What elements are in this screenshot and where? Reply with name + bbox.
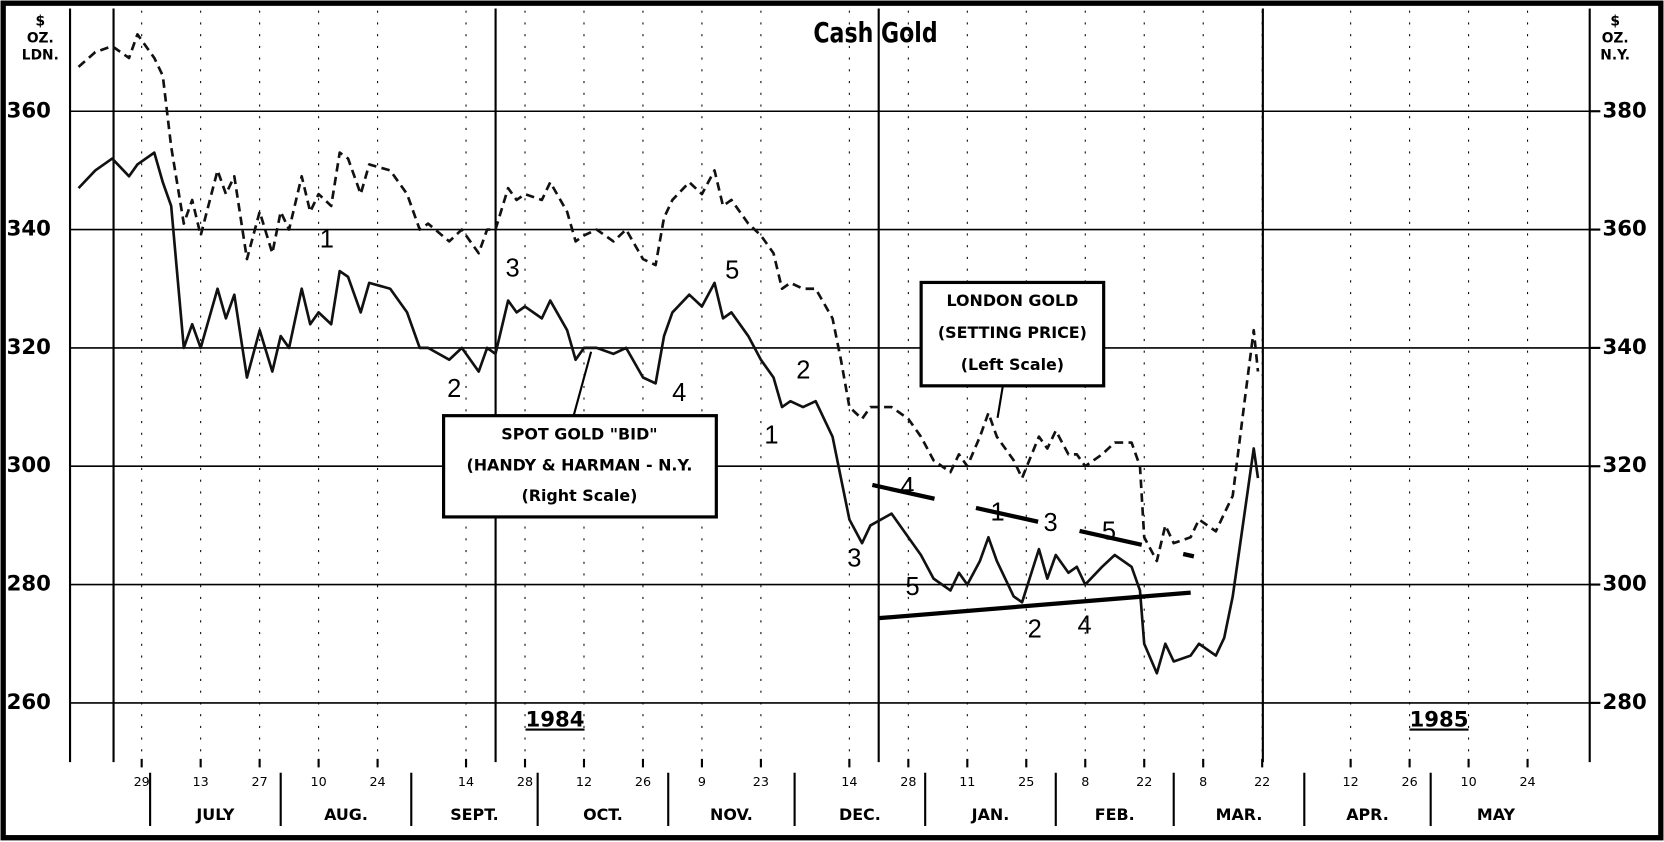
annotation: LONDON GOLD [946,291,1078,310]
pointer [996,385,1004,418]
annotation: (HANDY & HARMAN - N.Y. [466,455,692,474]
y2-axis-label: OZ. [1602,30,1629,46]
x-tick-label: 23 [753,775,769,790]
x-tick-label: 24 [369,775,385,790]
month-label: AUG. [324,805,368,824]
x-tick-label: 25 [1018,775,1034,790]
plot [77,32,1260,675]
year-label: 1984 [525,707,584,732]
wave-label: 2 [447,375,461,403]
wave-label: 1 [320,226,334,254]
x-tick-label: 22 [1254,775,1270,790]
month-label: MAR. [1216,805,1263,824]
wave-label: 3 [847,544,861,572]
pointer [572,351,593,419]
wave-label: 5 [906,573,920,601]
x-tick-label: 14 [458,775,474,790]
chart-title: Cash Gold [813,16,937,48]
x-tick-label: 10 [1460,775,1476,790]
annotation: SPOT GOLD "BID" [501,424,657,443]
x-tick-label: 12 [1343,775,1359,790]
data-line [77,32,1260,563]
annotation: (SETTING PRICE) [938,323,1087,342]
month-label: JULY [195,805,234,824]
wave-label: 1 [764,422,778,450]
month-label: MAY [1477,805,1516,824]
month-label: FEB. [1095,805,1135,824]
x-tick-label: 9 [698,775,706,790]
y2-tick-label: 280 [1602,690,1646,715]
x-tick-label: 12 [576,775,592,790]
x-tick-label: 10 [311,775,327,790]
y2-tick-label: 300 [1602,572,1646,597]
month-label: NOV. [710,805,753,824]
x-tick-label: 22 [1136,775,1152,790]
wave-label: 5 [1102,518,1116,546]
y-tick-label: 280 [7,572,51,597]
x-tick-label: 29 [134,775,150,790]
x-tick-label: 13 [193,775,209,790]
y2-axis-label: N.Y. [1600,47,1630,63]
wave-label: 4 [1077,611,1091,639]
y-tick-label: 320 [7,335,51,360]
year-label: 1985 [1409,707,1468,732]
wave-label: 5 [725,256,739,284]
trend-line [878,590,1191,621]
y-axis-label: $ [36,13,46,29]
data-line [77,151,1260,675]
month-label: DEC. [839,805,881,824]
annotation-box [442,414,718,519]
x-tick-label: 11 [959,775,975,790]
wave-label: 4 [672,379,686,407]
annotation: (Right Scale) [521,486,637,505]
wave-label: 4 [900,473,914,501]
y2-tick-label: 320 [1602,453,1646,478]
x-tick-label: 27 [252,775,268,790]
month-label: OCT. [583,805,623,824]
trend-line [871,482,1195,559]
x-tick-label: 28 [900,775,916,790]
y-tick-label: 260 [7,690,51,715]
wave-label: 3 [505,254,519,282]
x-tick-label: 8 [1199,775,1207,790]
y-tick-label: 360 [7,98,51,123]
annotation: (Left Scale) [961,355,1064,374]
month-label: APR. [1346,805,1389,824]
y-tick-label: 340 [7,217,51,242]
y2-tick-label: 360 [1602,217,1646,242]
month-label: SEPT. [450,805,498,824]
x-tick-label: 26 [1402,775,1418,790]
month-label: JAN. [971,805,1010,824]
y2-tick-label: 340 [1602,335,1646,360]
wave-label: 2 [1028,616,1042,644]
wave-label: 2 [796,357,810,385]
y2-tick-label: 380 [1602,98,1646,123]
y-axis-label: LDN. [22,47,59,63]
x-tick-label: 24 [1519,775,1535,790]
wave-label: 3 [1044,509,1058,537]
x-tick-label: 8 [1081,775,1089,790]
y-tick-label: 300 [7,453,51,478]
x-tick-label: 14 [841,775,857,790]
y2-axis-label: $ [1610,13,1620,29]
wave-label: 1 [990,498,1004,526]
y-axis-label: OZ. [27,30,54,46]
annotation-box [919,280,1106,388]
x-tick-label: 26 [635,775,651,790]
x-tick-label: 28 [517,775,533,790]
